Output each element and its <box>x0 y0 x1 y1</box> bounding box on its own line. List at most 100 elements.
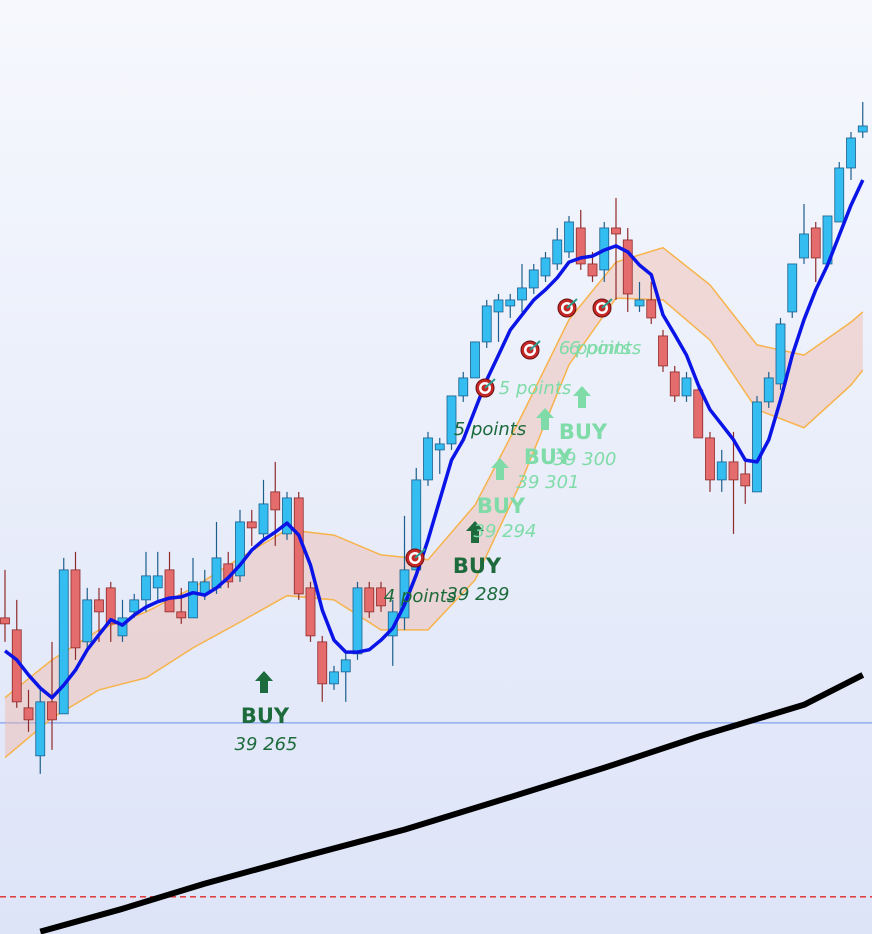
candle-body <box>658 335 668 367</box>
candle-body <box>364 587 375 613</box>
candle-body <box>716 461 727 481</box>
candle-body <box>105 587 116 625</box>
signal-price: 39 300 <box>554 449 617 470</box>
candle-body <box>705 437 715 481</box>
candle-body <box>235 521 245 577</box>
band-fill <box>5 247 863 758</box>
candle-body <box>834 167 845 223</box>
buy-arrow <box>255 671 273 693</box>
candle-body <box>587 263 598 277</box>
candle-body <box>305 587 316 637</box>
candle-body <box>152 575 163 589</box>
candle-body <box>164 569 175 613</box>
target-icon <box>592 298 613 318</box>
candle-body <box>552 239 563 265</box>
candle-body <box>681 377 692 397</box>
signal-price: 39 301 <box>517 472 580 493</box>
candle-body <box>188 581 198 619</box>
candle-body <box>564 221 574 253</box>
candle-body <box>282 497 292 535</box>
candle-body <box>775 323 786 385</box>
candle-body <box>317 641 328 685</box>
candle-body <box>270 491 281 511</box>
candle-body <box>740 473 751 487</box>
target-label: 5 points <box>454 419 526 440</box>
candle-body <box>528 269 539 289</box>
candle-body <box>141 575 151 601</box>
candle-body <box>611 227 621 235</box>
target-label: 5 points <box>499 378 571 399</box>
candle-body <box>258 503 269 535</box>
candle-body <box>58 569 69 715</box>
candle-body <box>0 617 10 625</box>
candle-body <box>82 599 93 643</box>
candle-body <box>728 461 739 481</box>
signal-price: 39 289 <box>447 584 510 605</box>
candle-body <box>693 389 704 439</box>
target-dart <box>601 298 613 309</box>
candle-body <box>329 671 339 685</box>
candle-body <box>246 521 257 529</box>
candle-body <box>763 377 774 403</box>
buy-arrow <box>491 458 509 480</box>
candle-body <box>493 299 504 313</box>
candle-body <box>352 587 363 655</box>
target-label: 6 points <box>559 338 631 359</box>
candle-body <box>446 395 457 445</box>
candle-body <box>846 137 856 169</box>
target-dart <box>529 340 541 351</box>
signal-label: BUY <box>241 704 290 728</box>
signal-label: BUY <box>477 494 526 518</box>
candle-body <box>47 701 57 721</box>
candle-body <box>423 437 433 481</box>
target-icon <box>405 548 426 568</box>
candle-body <box>481 305 492 343</box>
candle-body <box>517 287 527 301</box>
target-label: 4 points <box>384 586 456 607</box>
candle-body <box>117 617 128 637</box>
band-upper <box>4 246 864 699</box>
trend-line <box>39 672 865 934</box>
target-dart <box>566 298 578 309</box>
buy-arrow <box>536 408 554 430</box>
candle-body <box>23 707 34 721</box>
candle-body <box>799 233 809 259</box>
candle-body <box>575 227 586 265</box>
candle-body <box>646 299 657 319</box>
target-icon <box>557 298 578 318</box>
candle-body <box>470 341 480 379</box>
target-dart <box>484 378 496 389</box>
candle-body <box>857 125 868 133</box>
moving-average <box>3 179 865 700</box>
candle-body <box>540 257 551 277</box>
candle-body <box>94 599 104 613</box>
target-icon <box>475 378 496 398</box>
candle-body <box>176 611 187 619</box>
candle-body <box>752 401 762 493</box>
candle-body <box>434 443 445 451</box>
candle-body <box>622 239 633 295</box>
signal-label: BUY <box>453 554 502 578</box>
candle-body <box>387 611 398 637</box>
candle-body <box>669 371 680 397</box>
candle-body <box>35 701 46 757</box>
signal-price: 39 265 <box>235 734 298 755</box>
candle-body <box>787 263 798 313</box>
band-lower <box>4 297 864 759</box>
candle-body <box>340 659 351 673</box>
candle-body <box>129 599 140 613</box>
signal-price: 39 294 <box>474 521 537 542</box>
buy-arrow <box>466 521 484 543</box>
target-label: 6 points <box>569 338 641 359</box>
target-dart <box>414 548 426 559</box>
target-icon <box>520 340 541 360</box>
candle-body <box>376 587 386 607</box>
candle-body <box>634 299 645 307</box>
candle-body <box>458 377 469 397</box>
buy-arrow <box>573 386 591 408</box>
candle-body <box>505 299 516 307</box>
signal-label: BUY <box>559 420 608 444</box>
candle-body <box>810 227 821 259</box>
candle-body <box>70 569 81 649</box>
